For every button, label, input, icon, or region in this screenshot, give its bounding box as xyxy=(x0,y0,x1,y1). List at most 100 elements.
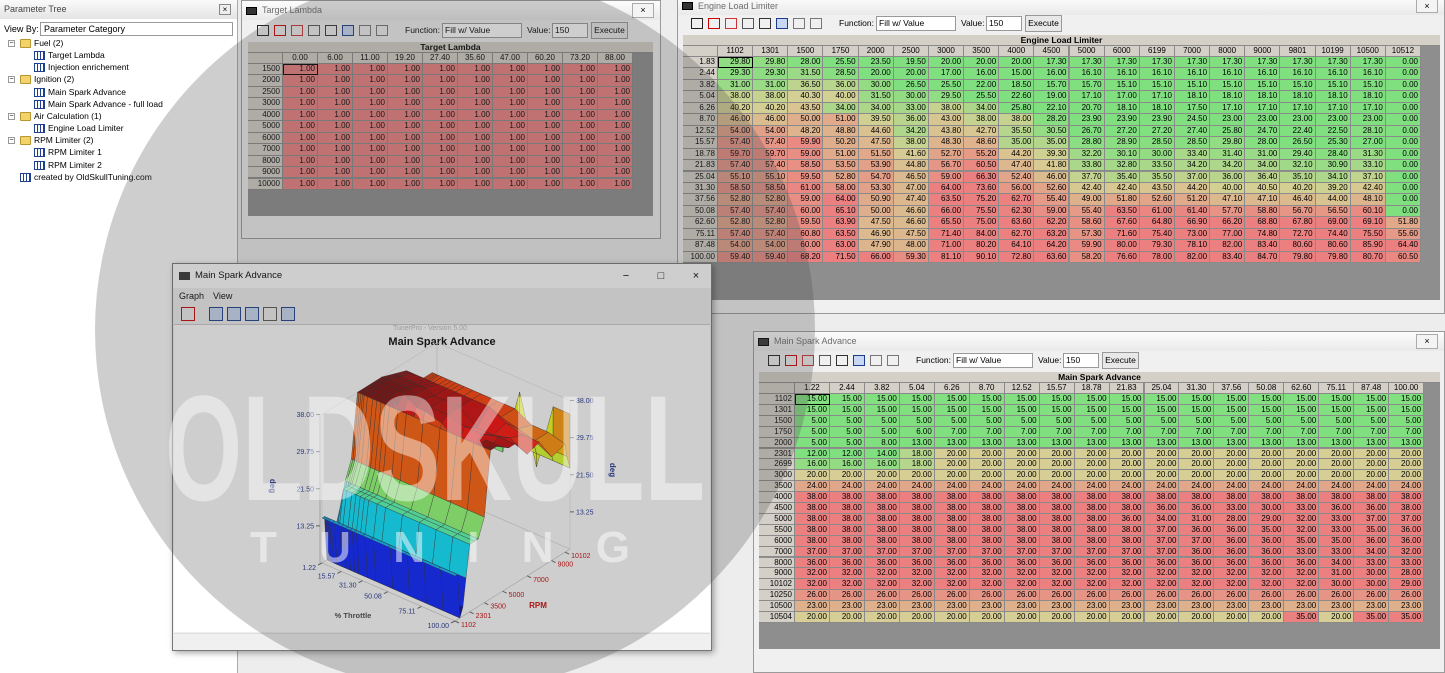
table-cell[interactable]: 1.00 xyxy=(563,64,598,76)
table-cell[interactable]: 74.40 xyxy=(1315,228,1351,241)
table-cell[interactable]: 35.00 xyxy=(1389,612,1425,623)
table-cell[interactable]: 63.90 xyxy=(823,217,859,229)
table-cell[interactable]: 80.00 xyxy=(1104,240,1140,252)
table-cell[interactable]: 37.00 xyxy=(795,546,830,558)
table-cell[interactable]: 20.70 xyxy=(1069,102,1105,115)
table-cell[interactable]: 52.80 xyxy=(753,194,789,206)
table-cell[interactable]: 24.00 xyxy=(1144,481,1180,493)
table-cell[interactable]: 16.00 xyxy=(864,459,900,471)
table-cell[interactable]: 55.60 xyxy=(1385,228,1421,241)
table-cell[interactable]: 32.10 xyxy=(1280,160,1316,172)
table-cell[interactable]: 63.60 xyxy=(1034,251,1070,264)
toolbar-button[interactable] xyxy=(308,25,320,36)
table-cell[interactable]: 24.70 xyxy=(1245,125,1281,138)
table-cell[interactable]: 37.00 xyxy=(1144,524,1180,536)
table-cell[interactable]: 20.00 xyxy=(1109,448,1145,460)
table-cell[interactable]: 42.40 xyxy=(1350,182,1386,195)
table-cell[interactable]: 69.10 xyxy=(1350,217,1386,229)
table-cell[interactable]: 61.40 xyxy=(1174,205,1211,218)
table-cell[interactable]: 37.00 xyxy=(1109,546,1145,558)
table-cell[interactable]: 1.00 xyxy=(318,86,353,99)
table-cell[interactable]: 1.00 xyxy=(493,64,528,76)
table-cell[interactable]: 33.00 xyxy=(1284,546,1320,558)
table-cell[interactable]: 27.20 xyxy=(1139,125,1175,138)
table-cell[interactable]: 20.00 xyxy=(795,470,830,482)
table-cell[interactable]: 46.00 xyxy=(718,114,754,126)
table-cell[interactable]: 15.00 xyxy=(1004,404,1040,416)
table-cell[interactable]: 63.00 xyxy=(823,240,859,252)
table-cell[interactable]: 30.00 xyxy=(1354,568,1390,580)
table-cell[interactable]: 23.00 xyxy=(1350,114,1386,126)
table-cell[interactable]: 5.00 xyxy=(1074,415,1110,427)
table-cell[interactable]: 7.00 xyxy=(1284,426,1320,438)
table-cell[interactable]: 51.00 xyxy=(823,148,859,161)
table-cell[interactable]: 38.00 xyxy=(899,503,935,514)
table-cell[interactable]: 33.00 xyxy=(1319,513,1355,525)
table-cell[interactable]: 54.00 xyxy=(718,240,754,252)
table-cell[interactable]: 20.00 xyxy=(1039,459,1075,471)
table-cell[interactable]: 23.00 xyxy=(1319,601,1355,612)
table-cell[interactable]: 1.00 xyxy=(318,167,353,179)
table-cell[interactable]: 1.00 xyxy=(458,178,493,190)
value-input[interactable]: 150 xyxy=(552,23,588,38)
table-cell[interactable]: 17.50 xyxy=(1174,102,1211,115)
table-cell[interactable]: 42.40 xyxy=(1069,182,1105,195)
table-cell[interactable]: 17.30 xyxy=(1104,57,1140,69)
table-cell[interactable]: 38.00 xyxy=(1039,535,1075,547)
table-cell[interactable]: 1.00 xyxy=(353,75,388,87)
table-cell[interactable]: 15.00 xyxy=(1179,394,1215,405)
table-cell[interactable]: 17.00 xyxy=(928,68,965,80)
toolbar-button[interactable] xyxy=(887,355,899,366)
table-cell[interactable]: 18.10 xyxy=(1350,91,1386,103)
table-cell[interactable]: 23.00 xyxy=(1179,601,1215,612)
table-cell[interactable]: 43.80 xyxy=(928,125,965,138)
table-cell[interactable]: 38.00 xyxy=(899,535,935,547)
table-cell[interactable]: 32.00 xyxy=(1249,568,1285,580)
table-cell[interactable]: 15.00 xyxy=(1144,394,1180,405)
table-cell[interactable]: 58.00 xyxy=(823,182,859,195)
table-cell[interactable]: 32.00 xyxy=(934,579,970,591)
table-cell[interactable]: 1.00 xyxy=(458,144,493,156)
table-cell[interactable]: 29.30 xyxy=(718,68,754,80)
toolbar-button[interactable] xyxy=(691,18,703,29)
table-cell[interactable]: 5.00 xyxy=(1214,415,1250,427)
execute-button[interactable]: Execute xyxy=(1025,15,1062,32)
table-cell[interactable]: 39.50 xyxy=(858,114,894,126)
table-cell[interactable]: 1.00 xyxy=(493,86,528,99)
table-cell[interactable]: 5.00 xyxy=(1249,415,1285,427)
table-cell[interactable]: 31.40 xyxy=(1210,148,1246,161)
table-cell[interactable]: 64.00 xyxy=(823,194,859,206)
table-cell[interactable]: 60.50 xyxy=(964,160,1000,172)
tree-item[interactable]: Injection enrichement xyxy=(48,62,129,73)
table-cell[interactable]: 26.00 xyxy=(934,590,970,602)
table-cell[interactable]: 35.00 xyxy=(1284,612,1320,623)
table-cell[interactable]: 20.00 xyxy=(1144,612,1180,623)
table-cell[interactable]: 1.00 xyxy=(598,144,633,156)
table-cell[interactable]: 15.00 xyxy=(1074,394,1110,405)
table-cell[interactable]: 47.40 xyxy=(999,160,1035,172)
table-cell[interactable]: 20.00 xyxy=(1144,459,1180,471)
table-cell[interactable]: 80.60 xyxy=(1280,240,1316,252)
table-cell[interactable]: 1.00 xyxy=(353,178,388,190)
table-cell[interactable]: 55.20 xyxy=(964,148,1000,161)
table-cell[interactable]: 24.00 xyxy=(829,481,865,493)
table-cell[interactable]: 1.00 xyxy=(493,155,528,168)
table-cell[interactable]: 15.00 xyxy=(1214,394,1250,405)
table-cell[interactable]: 52.60 xyxy=(1034,182,1070,195)
table-cell[interactable]: 38.00 xyxy=(969,524,1005,536)
table-cell[interactable]: 67.80 xyxy=(1280,217,1316,229)
table-cell[interactable]: 1.00 xyxy=(283,167,318,179)
table-cell[interactable]: 36.00 xyxy=(1389,535,1425,547)
table-cell[interactable]: 26.00 xyxy=(1319,590,1355,602)
table-cell[interactable]: 60.80 xyxy=(788,228,824,241)
table-cell[interactable]: 24.00 xyxy=(795,481,830,493)
table-cell[interactable]: 17.10 xyxy=(1069,91,1105,103)
table-cell[interactable]: 1.00 xyxy=(458,167,493,179)
table-cell[interactable]: 38.00 xyxy=(718,91,754,103)
table-cell[interactable]: 7.00 xyxy=(1074,426,1110,438)
table-cell[interactable]: 37.00 xyxy=(864,546,900,558)
table-cell[interactable]: 20.00 xyxy=(934,612,970,623)
table-cell[interactable]: 1.00 xyxy=(598,167,633,179)
table-cell[interactable]: 20.00 xyxy=(1284,470,1320,482)
table-cell[interactable]: 15.00 xyxy=(969,394,1005,405)
